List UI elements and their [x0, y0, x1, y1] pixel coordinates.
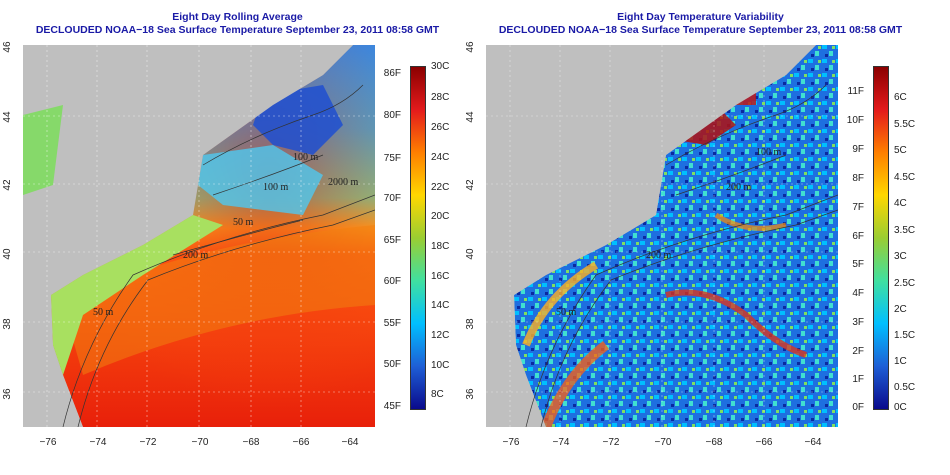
- fahrenheit-label: 80F: [383, 110, 401, 121]
- celsius-label: 0.5C: [894, 382, 916, 393]
- fahrenheit-label: 1F: [852, 374, 864, 385]
- fahrenheit-label: 11F: [847, 86, 865, 97]
- celsius-label: 12C: [431, 330, 450, 341]
- fahrenheit-label: 4F: [852, 288, 864, 299]
- y-tick: 42: [2, 179, 13, 191]
- contour-label: 100 m: [293, 152, 319, 163]
- y-tick: 46: [2, 41, 13, 53]
- celsius-label: 16C: [431, 271, 450, 282]
- fahrenheit-label: 65F: [383, 235, 401, 246]
- y-tick: 38: [465, 318, 476, 330]
- celsius-label: 18C: [431, 241, 450, 252]
- celsius-label: 24C: [431, 152, 450, 163]
- celsius-label: 10C: [431, 360, 450, 371]
- x-tick: −68: [705, 437, 723, 448]
- celsius-label: 3.5C: [894, 225, 916, 236]
- fahrenheit-label: 8F: [852, 173, 864, 184]
- x-tick: −68: [242, 437, 260, 448]
- sst-average-map[interactable]: 100 m 2000 m 100 m 50 m 200 m 50 m: [23, 45, 375, 427]
- y-tick: 42: [465, 179, 476, 191]
- y-tick: 46: [465, 41, 476, 53]
- fahrenheit-label: 10F: [846, 115, 864, 126]
- temperature-colorbar: [410, 66, 426, 410]
- fahrenheit-label: 70F: [383, 193, 401, 204]
- contour-label: 200 m: [183, 250, 209, 261]
- fahrenheit-label: 7F: [852, 202, 864, 213]
- panel-title: Eight Day Temperature Variability: [617, 11, 784, 23]
- fahrenheit-label: 86F: [383, 68, 401, 79]
- y-tick: 40: [465, 248, 476, 260]
- celsius-label: 26C: [431, 122, 450, 133]
- sst-variability-map[interactable]: 100 m 200 m 200 m 50 m: [486, 45, 838, 427]
- contour-label: 200 m: [646, 250, 672, 261]
- celsius-label: 28C: [431, 92, 450, 103]
- celsius-label: 3C: [894, 251, 907, 262]
- fahrenheit-label: 75F: [383, 153, 401, 164]
- celsius-label: 1.5C: [894, 330, 916, 341]
- fahrenheit-label: 50F: [383, 359, 401, 370]
- celsius-label: 0C: [894, 402, 907, 413]
- celsius-label: 30C: [431, 61, 450, 72]
- x-tick: −74: [552, 437, 570, 448]
- fahrenheit-label: 9F: [852, 144, 864, 155]
- celsius-label: 6C: [894, 92, 907, 103]
- x-tick: −64: [341, 437, 359, 448]
- contour-label: 2000 m: [328, 177, 359, 188]
- celsius-label: 1C: [894, 356, 907, 367]
- celsius-label: 8C: [431, 389, 444, 400]
- panel-subtitle: DECLOUDED NOAA−18 Sea Surface Temperatur…: [35, 24, 440, 36]
- celsius-label: 2C: [894, 304, 907, 315]
- variability-colorbar: [873, 66, 889, 410]
- x-tick: −64: [804, 437, 822, 448]
- fahrenheit-label: 5F: [852, 259, 864, 270]
- y-tick: 44: [2, 111, 13, 123]
- panel-title: Eight Day Rolling Average: [172, 11, 303, 23]
- fahrenheit-label: 0F: [852, 402, 864, 413]
- celsius-label: 14C: [431, 300, 450, 311]
- celsius-label: 4C: [894, 198, 907, 209]
- y-tick: 36: [2, 388, 13, 400]
- contour-label: 50 m: [93, 307, 114, 318]
- panel-subtitle: DECLOUDED NOAA−18 Sea Surface Temperatur…: [498, 24, 903, 36]
- y-tick: 38: [2, 318, 13, 330]
- x-tick: −66: [292, 437, 310, 448]
- contour-label: 100 m: [263, 182, 289, 193]
- x-tick: −70: [191, 437, 209, 448]
- fahrenheit-label: 3F: [852, 317, 864, 328]
- celsius-label: 2.5C: [894, 278, 916, 289]
- celsius-label: 5.5C: [894, 119, 916, 130]
- x-tick: −70: [654, 437, 672, 448]
- x-tick: −72: [602, 437, 620, 448]
- x-tick: −76: [39, 437, 57, 448]
- contour-label: 100 m: [756, 147, 782, 158]
- x-tick: −72: [139, 437, 157, 448]
- fahrenheit-label: 45F: [383, 401, 401, 412]
- contour-label: 50 m: [233, 217, 254, 228]
- contour-label: 200 m: [726, 182, 752, 193]
- x-tick: −74: [89, 437, 107, 448]
- variability-panel: Eight Day Temperature Variability DECLOU…: [463, 0, 938, 475]
- celsius-label: 5C: [894, 145, 907, 156]
- celsius-label: 22C: [431, 182, 450, 193]
- fahrenheit-label: 60F: [383, 276, 401, 287]
- y-tick: 36: [465, 388, 476, 400]
- celsius-label: 20C: [431, 211, 450, 222]
- x-tick: −76: [502, 437, 520, 448]
- average-sst-panel: Eight Day Rolling Average DECLOUDED NOAA…: [2, 11, 450, 448]
- fahrenheit-label: 55F: [383, 318, 401, 329]
- celsius-label: 4.5C: [894, 172, 916, 183]
- fahrenheit-label: 2F: [852, 346, 864, 357]
- y-tick: 44: [465, 111, 476, 123]
- y-tick: 40: [2, 248, 13, 260]
- contour-label: 50 m: [556, 307, 577, 318]
- x-tick: −66: [755, 437, 773, 448]
- fahrenheit-label: 6F: [852, 231, 864, 242]
